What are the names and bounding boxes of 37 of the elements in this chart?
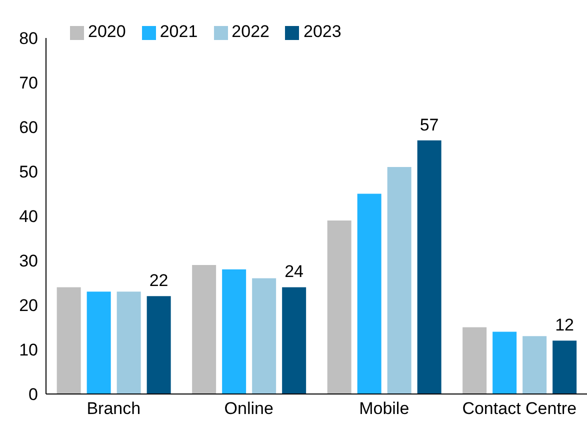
data-label: 12 <box>555 316 574 335</box>
bar <box>522 336 547 394</box>
bar <box>146 296 171 394</box>
bar <box>86 292 111 394</box>
bar <box>56 287 81 394</box>
y-tick-label: 10 <box>19 340 38 360</box>
x-tick-label: Mobile <box>359 399 410 418</box>
legend-label: 2022 <box>232 22 270 41</box>
bar <box>252 278 276 394</box>
x-tick-label: Online <box>224 399 274 418</box>
y-tick-label: 30 <box>19 252 38 271</box>
bar <box>462 327 487 394</box>
bar <box>116 292 141 394</box>
y-tick-label: 70 <box>19 74 38 93</box>
bar <box>357 194 382 394</box>
y-tick-label: 80 <box>19 29 38 48</box>
data-label: 57 <box>420 115 439 134</box>
bar <box>387 167 412 394</box>
legend-label: 2023 <box>303 22 342 41</box>
legend-label: 2021 <box>160 22 198 41</box>
data-label: 24 <box>284 262 304 282</box>
y-tick-label: 60 <box>19 118 38 138</box>
x-tick-label: Branch <box>86 399 141 418</box>
legend-label: 2020 <box>88 22 126 41</box>
bar <box>222 269 246 394</box>
bar <box>492 332 517 394</box>
y-tick-label: 0 <box>28 385 38 404</box>
bar <box>417 140 442 394</box>
y-tick-label: 50 <box>19 162 38 182</box>
x-tick-label: Contact Centre <box>462 399 577 418</box>
y-tick-label: 20 <box>19 296 38 316</box>
bar <box>282 287 306 394</box>
y-tick-label: 40 <box>19 207 38 226</box>
data-label: 22 <box>149 271 168 290</box>
bar <box>552 340 577 394</box>
bar <box>192 264 216 394</box>
bar <box>327 220 352 394</box>
